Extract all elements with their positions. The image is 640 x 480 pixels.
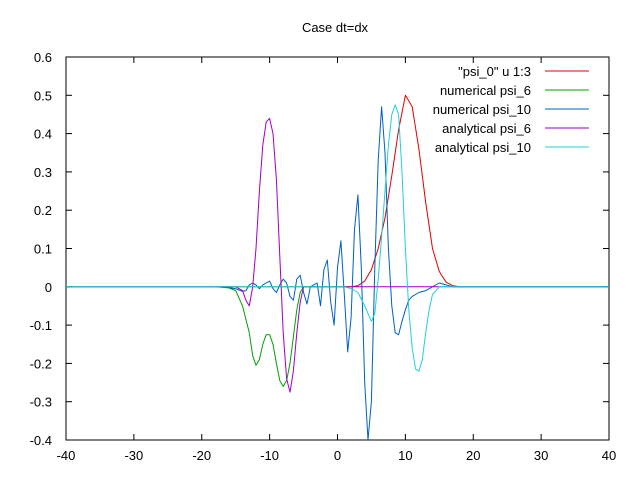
y-tick-label: 0 <box>45 280 52 295</box>
x-tick-label: -30 <box>124 448 143 463</box>
y-tick-label: -0.2 <box>30 356 52 371</box>
series-line-1 <box>66 94 609 288</box>
y-tick-label: 0.3 <box>34 165 52 180</box>
x-tick-label: 20 <box>466 448 480 463</box>
legend: "psi_0" u 1:3 numerical psi_6 numerical ps… <box>433 64 589 155</box>
legend-label-3: numerical psi_10 <box>433 102 531 117</box>
y-tick-label: 0.2 <box>34 203 52 218</box>
series-line-4 <box>66 117 609 393</box>
legend-label-2: numerical psi_6 <box>440 83 531 98</box>
series-line-3 <box>218 106 609 441</box>
legend-label-1: "psi_0" u 1:3 <box>458 64 531 79</box>
x-tick-label: -40 <box>57 448 76 463</box>
x-tick-label: 30 <box>534 448 548 463</box>
y-tick-label: 0.1 <box>34 242 52 257</box>
y-tick-label: 0.5 <box>34 88 52 103</box>
y-tick-label: -0.1 <box>30 318 52 333</box>
legend-label-5: analytical psi_10 <box>435 140 531 155</box>
plot-series <box>66 94 609 441</box>
series-line-2 <box>215 286 318 387</box>
y-tick-label: 0.4 <box>34 127 52 142</box>
axes: -40 -30 -20 -10 0 10 20 30 40 -0.4 -0.3 -0.2 -0.1 0 0.… <box>30 50 617 463</box>
y-tick-label: 0.6 <box>34 50 52 65</box>
legend-label-4: analytical psi_6 <box>442 121 531 136</box>
chart-title: Case dt=dx <box>302 20 369 35</box>
y-tick-label: -0.4 <box>30 433 52 448</box>
x-tick-label: -10 <box>260 448 279 463</box>
series-line-5 <box>66 104 609 372</box>
x-tick-label: 10 <box>398 448 412 463</box>
x-tick-label: 40 <box>602 448 616 463</box>
x-tick-label: 0 <box>334 448 341 463</box>
x-tick-label: -20 <box>192 448 211 463</box>
y-tick-label: -0.3 <box>30 395 52 410</box>
